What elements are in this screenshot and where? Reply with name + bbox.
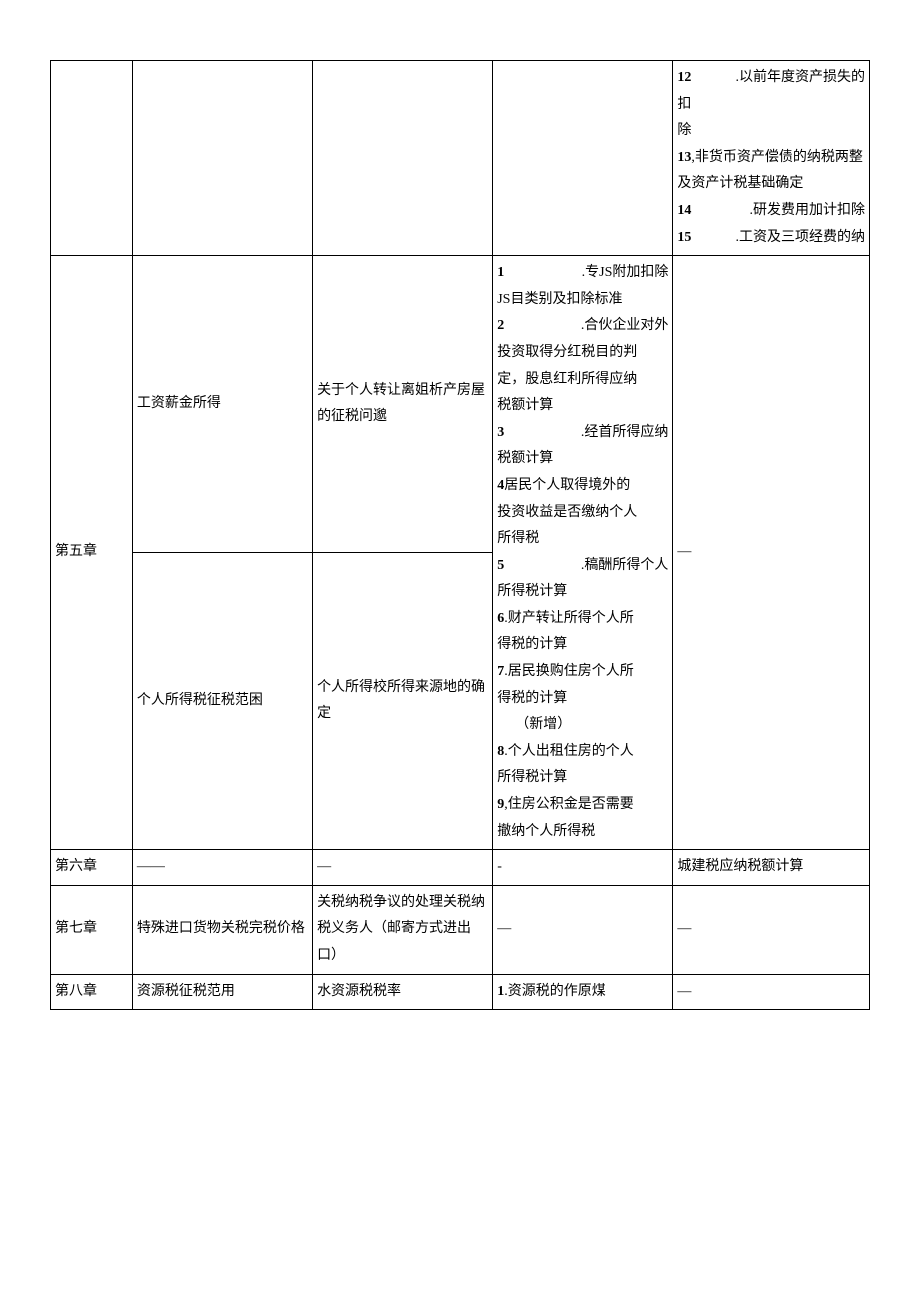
table-row: 第五章 工资薪金所得 关于个人转让离姐析产房屋的征税问邈 1.专JS附加扣除 J…	[51, 256, 870, 553]
item-text: .经首所得应纳	[581, 420, 669, 447]
item-text: ,非货币资产偿债的纳税两整	[691, 150, 863, 165]
list-line: 投资取得分红税目的判	[497, 340, 668, 367]
table-row: 12 .以前年度资产损失的 扣 除 13,非货币资产偿债的纳税两整 及资产计税基…	[51, 61, 870, 256]
list-line: 9,住房公积金是否需要	[497, 792, 668, 819]
cell: 城建税应纳税额计算	[673, 850, 870, 886]
table-row: 第七章 特殊进口货物关税完税价格 关税纳税争议的处理关税纳税义务人（邮寄方式进出…	[51, 885, 870, 974]
list-line: 5 .稿酬所得个人	[497, 553, 668, 580]
list-line: 及资产计税基础确定	[677, 171, 865, 198]
cell: —	[673, 885, 870, 974]
item-text: .资源税的作原煤	[504, 984, 606, 999]
list-line: 2 .合伙企业对外	[497, 313, 668, 340]
chapter-cell: 第八章	[51, 974, 133, 1010]
list-line: JS目类别及扣除标准	[497, 287, 668, 314]
list-line: 所得税计算	[497, 765, 668, 792]
list-line: 得税的计算	[497, 632, 668, 659]
list-line: 税额计算	[497, 446, 668, 473]
chapter-cell: 第五章	[51, 256, 133, 850]
cell: 工资薪金所得	[132, 256, 312, 553]
cell: 水资源税税率	[313, 974, 493, 1010]
list-line: 税额计算	[497, 393, 668, 420]
cell: —	[493, 885, 673, 974]
table-row: 第八章 资源税征税范用 水资源税税率 1.资源税的作原煤 —	[51, 974, 870, 1010]
item-number: 15	[677, 225, 691, 252]
item-number: 14	[677, 198, 691, 225]
item-number: 3	[497, 420, 504, 447]
list-line: 3 .经首所得应纳	[497, 420, 668, 447]
cell	[132, 61, 312, 256]
cell: 资源税征税范用	[132, 974, 312, 1010]
chapter-cell: 第七章	[51, 885, 133, 974]
list-line: 6.财产转让所得个人所	[497, 606, 668, 633]
list-line: 4居民个人取得境外的	[497, 473, 668, 500]
item-text: .工资及三项经费的纳	[736, 225, 866, 252]
item-text: .个人出租住房的个人	[504, 744, 634, 759]
list-line: 所得税	[497, 526, 668, 553]
list-line: 8.个人出租住房的个人	[497, 739, 668, 766]
list-line: 除	[677, 118, 865, 145]
item-number: 13	[677, 150, 691, 165]
cell: ——	[132, 850, 312, 886]
list-line: 所得税计算	[497, 579, 668, 606]
list-line: 扣	[677, 92, 865, 119]
list-line: 13,非货币资产偿债的纳税两整	[677, 145, 865, 172]
cell: 1.资源税的作原煤	[493, 974, 673, 1010]
list-line: 撤纳个人所得税	[497, 819, 668, 846]
list-line: 15 .工资及三项经费的纳	[677, 225, 865, 252]
item-number: 12	[677, 65, 691, 92]
cell: 12 .以前年度资产损失的 扣 除 13,非货币资产偿债的纳税两整 及资产计税基…	[673, 61, 870, 256]
document-page: 12 .以前年度资产损失的 扣 除 13,非货币资产偿债的纳税两整 及资产计税基…	[0, 0, 920, 1301]
cell: 特殊进口货物关税完税价格	[132, 885, 312, 974]
list-line: 定，股息红利所得应纳	[497, 367, 668, 394]
cell: —	[673, 974, 870, 1010]
list-line: 12 .以前年度资产损失的	[677, 65, 865, 92]
cell: —	[673, 256, 870, 850]
cell: 关税纳税争议的处理关税纳税义务人（邮寄方式进出口）	[313, 885, 493, 974]
cell	[313, 61, 493, 256]
table-row: 第六章 —— — - 城建税应纳税额计算	[51, 850, 870, 886]
list-line: 投资收益是否缴纳个人	[497, 500, 668, 527]
list-line: 7.居民换购住房个人所	[497, 659, 668, 686]
item-number: 2	[497, 313, 504, 340]
item-text: 居民个人取得境外的	[504, 478, 630, 493]
item-text: .合伙企业对外	[581, 313, 669, 340]
item-text: .专JS附加扣除	[582, 260, 669, 287]
list-line: 14 .研发费用加计扣除	[677, 198, 865, 225]
cell: -	[493, 850, 673, 886]
cell: 个人所得税征税范困	[132, 553, 312, 850]
list-line: 1 .专JS附加扣除	[497, 260, 668, 287]
list-line: （新增）	[497, 712, 668, 739]
cell	[493, 61, 673, 256]
item-number: 5	[497, 553, 504, 580]
item-text: .居民换购住房个人所	[504, 664, 634, 679]
cell: 个人所得校所得来源地的确定	[313, 553, 493, 850]
cell	[51, 61, 133, 256]
item-text: .稿酬所得个人	[581, 553, 669, 580]
cell: 1 .专JS附加扣除 JS目类别及扣除标准 2 .合伙企业对外 投资取得分红税目的判…	[493, 256, 673, 850]
chapter-cell: 第六章	[51, 850, 133, 886]
item-text: .以前年度资产损失的	[736, 65, 866, 92]
cell: —	[313, 850, 493, 886]
item-number: 1	[497, 260, 504, 287]
cell: 关于个人转让离姐析产房屋的征税问邈	[313, 256, 493, 553]
item-text: ,住房公积金是否需要	[504, 797, 634, 812]
item-text: .研发费用加计扣除	[750, 198, 866, 225]
list-line: 得税的计算	[497, 686, 668, 713]
main-table: 12 .以前年度资产损失的 扣 除 13,非货币资产偿债的纳税两整 及资产计税基…	[50, 60, 870, 1010]
item-text: .财产转让所得个人所	[504, 611, 634, 626]
